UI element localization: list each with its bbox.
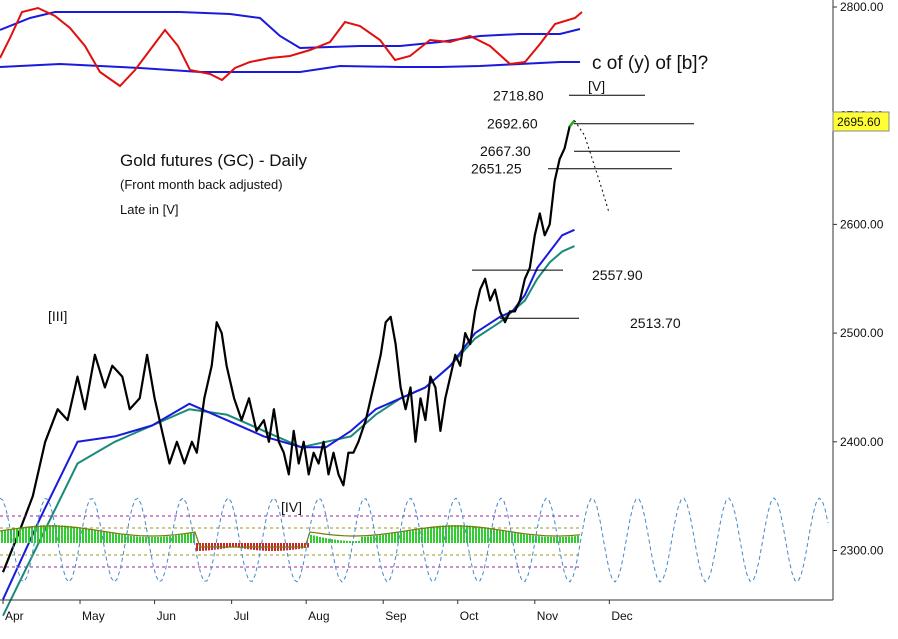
slow-average-line xyxy=(2,245,575,617)
x-tick-label: Apr xyxy=(5,609,24,623)
cycle-oscillator-panel xyxy=(0,497,829,583)
x-tick-label: May xyxy=(82,609,105,623)
y-axis: 2800.002700.002600.002500.002400.002300.… xyxy=(832,0,884,600)
x-tick-label: Dec xyxy=(611,609,632,623)
level-label: 2692.60 xyxy=(487,116,538,132)
wave-label-IV: [IV] xyxy=(281,499,302,515)
y-tick-label: 2300.00 xyxy=(840,544,884,558)
x-tick-label: Jul xyxy=(234,609,249,623)
chart-note: Late in [V] xyxy=(120,202,179,217)
last-price-box xyxy=(832,111,890,132)
y-tick-label: 2800.00 xyxy=(840,0,884,14)
wave-label-V: [V] xyxy=(588,78,605,94)
cycle-projection-line xyxy=(0,497,829,583)
last-bar-highlight xyxy=(568,119,576,128)
x-tick-label: Oct xyxy=(460,609,479,623)
oscillator-smooth-line xyxy=(0,525,581,548)
projection-label: c of (y) of [b]? xyxy=(592,53,708,74)
x-tick-label: Sep xyxy=(385,609,407,623)
x-tick-label: Jun xyxy=(157,609,176,623)
top-indicator-panel xyxy=(0,6,583,88)
projection-path xyxy=(574,120,610,214)
x-tick-label: Aug xyxy=(308,609,329,623)
top-band-lower xyxy=(0,61,580,73)
y-tick-label: 2500.00 xyxy=(840,326,884,340)
y-tick-label: 2400.00 xyxy=(840,435,884,449)
level-label: 2651.25 xyxy=(471,161,522,177)
price-plot: 2718.80 2692.60 2667.30 2651.25 2557.90 2513.… xyxy=(1,87,694,617)
y-tick-label: 2600.00 xyxy=(840,217,884,231)
level-label: 2513.70 xyxy=(630,315,681,331)
wave-label-III: [III] xyxy=(48,308,67,324)
x-tick-label: Nov xyxy=(537,609,558,623)
level-label: 2557.90 xyxy=(592,267,643,283)
price-line xyxy=(1,119,576,573)
top-band-upper xyxy=(0,11,581,50)
level-label: 2667.30 xyxy=(480,143,531,159)
last-price-label: 2695.60 xyxy=(837,115,881,129)
chart-subtitle: (Front month back adjusted) xyxy=(120,177,283,192)
chart-title: Gold futures (GC) - Daily xyxy=(120,151,308,170)
level-label: 2718.80 xyxy=(493,87,544,103)
fast-average-line xyxy=(2,228,575,600)
x-axis: Apr May Jun Jul Aug Sep Oct Nov Dec xyxy=(0,599,833,623)
top-oscillator-line xyxy=(0,6,583,88)
